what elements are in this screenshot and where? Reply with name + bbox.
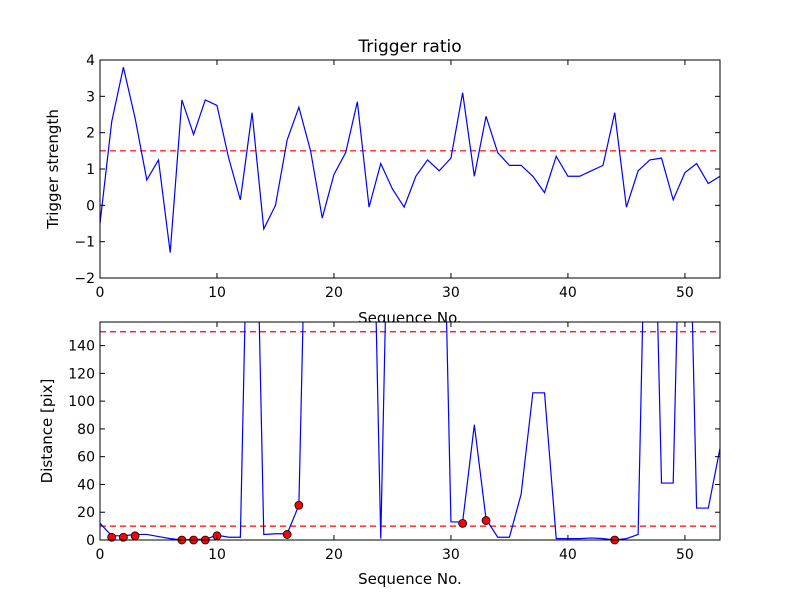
trigger-ratio-chart: Trigger ratio Sequence No. Trigger stren… [44, 37, 721, 327]
y-tick-label: 4 [86, 53, 95, 69]
data-point-marker [282, 530, 292, 539]
y-tick-label: 60 [77, 450, 95, 466]
top-x-ticks: 0 10 20 30 40 50 [96, 60, 694, 301]
y-tick-label: 80 [77, 422, 95, 438]
y-tick-label: 2 [86, 126, 95, 142]
bottom-x-axis-label: Sequence No. [358, 570, 462, 588]
top-y-axis-label: Trigger strength [44, 109, 62, 230]
y-tick-label: 3 [86, 89, 95, 105]
data-point-marker [481, 516, 491, 525]
y-tick-label: −2 [74, 271, 95, 287]
bottom-plot-area [100, 322, 720, 540]
y-tick-label: 140 [68, 339, 95, 355]
y-tick-label: 0 [86, 198, 95, 214]
x-tick-label: 40 [559, 547, 577, 563]
top-y-ticks: −2 −1 0 1 2 3 4 [74, 53, 720, 287]
data-point-marker [458, 518, 468, 528]
data-point-marker [118, 532, 128, 542]
y-tick-label: 20 [77, 505, 95, 521]
x-tick-label: 0 [96, 547, 105, 563]
data-point-marker [130, 531, 140, 541]
top-plot-area [100, 60, 720, 278]
top-plot-frame [99, 59, 721, 279]
distance-markers [107, 500, 620, 545]
y-tick-label: 100 [68, 394, 95, 410]
x-tick-label: 30 [442, 285, 460, 301]
x-tick-label: 40 [559, 285, 577, 301]
x-tick-label: 10 [208, 285, 226, 301]
y-tick-label: −1 [74, 235, 95, 251]
x-tick-label: 30 [442, 547, 460, 563]
x-tick-label: 20 [325, 547, 343, 563]
data-point-marker [107, 532, 117, 542]
bottom-y-axis-label: Distance [pix] [38, 379, 56, 484]
x-tick-label: 20 [325, 285, 343, 301]
y-tick-label: 0 [86, 533, 95, 549]
x-tick-label: 50 [676, 285, 694, 301]
trigger-strength-series-line [99, 67, 721, 253]
y-tick-label: 40 [77, 477, 95, 493]
bottom-threshold-lines [100, 331, 720, 527]
data-point-marker [294, 500, 304, 510]
top-chart-title: Trigger ratio [357, 37, 461, 57]
bottom-x-ticks: 0 10 20 30 40 50 [96, 322, 694, 563]
y-tick-label: 1 [86, 162, 95, 178]
y-tick-label: 120 [68, 366, 95, 382]
x-tick-label: 10 [208, 547, 226, 563]
x-tick-label: 0 [96, 285, 105, 301]
distance-chart: Sequence No. Distance [pix] 0 10 20 30 40 50 … [38, 321, 721, 588]
bottom-plot-frame [99, 321, 721, 541]
x-tick-label: 50 [676, 547, 694, 563]
